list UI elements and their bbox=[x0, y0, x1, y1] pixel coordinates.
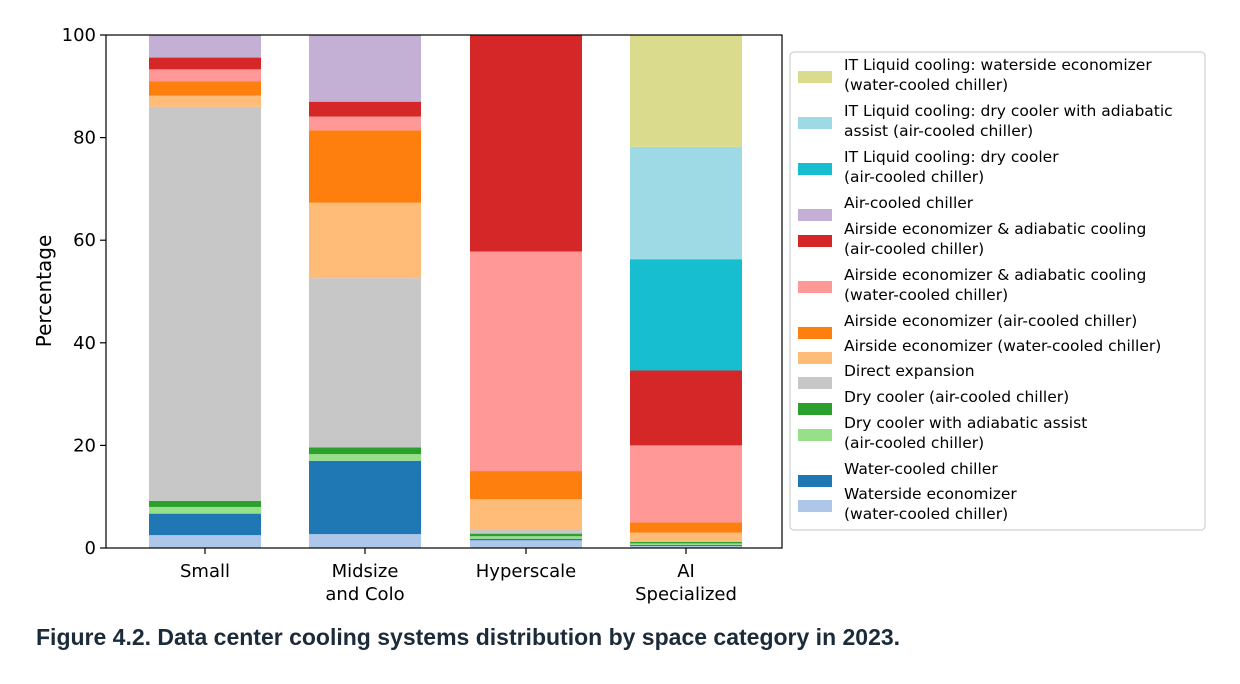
legend-label: Airside economizer (water-cooled chiller… bbox=[844, 337, 1161, 355]
bar-segment-2-8 bbox=[470, 35, 582, 252]
y-tick-label: 0 bbox=[85, 538, 96, 559]
bar-segment-1-7 bbox=[309, 116, 421, 131]
x-tick-label: Midsize and Colo bbox=[325, 561, 404, 605]
bar-segment-3-12 bbox=[630, 35, 742, 147]
legend: IT Liquid cooling: waterside economizer(… bbox=[789, 51, 1206, 531]
bar-segment-3-7 bbox=[630, 445, 742, 523]
legend-swatch bbox=[798, 403, 832, 415]
y-tick-label: 20 bbox=[73, 435, 96, 456]
bar-segment-0-0 bbox=[149, 535, 261, 548]
bar-segment-1-1 bbox=[309, 460, 421, 535]
bar-segment-0-1 bbox=[149, 513, 261, 536]
bar-segment-2-5 bbox=[470, 499, 582, 530]
bar-segment-3-1 bbox=[630, 544, 742, 546]
legend-label: Air-cooled chiller bbox=[844, 194, 974, 212]
legend-label: Water-cooled chiller bbox=[844, 460, 998, 478]
legend-swatch bbox=[798, 377, 832, 389]
bar-segment-3-5 bbox=[630, 532, 742, 542]
y-axis-title: Percentage bbox=[32, 235, 56, 348]
bar-segment-2-1 bbox=[470, 538, 582, 541]
bar-segment-0-2 bbox=[149, 506, 261, 514]
legend-swatch bbox=[798, 71, 832, 83]
bar-segment-0-7 bbox=[149, 69, 261, 82]
bar-segment-3-8 bbox=[630, 370, 742, 446]
legend-swatch bbox=[798, 281, 832, 293]
bar-segment-0-8 bbox=[149, 57, 261, 70]
legend-swatch bbox=[798, 235, 832, 247]
legend-label: IT Liquid cooling: waterside economizer(… bbox=[844, 56, 1152, 94]
bar-segment-1-0 bbox=[309, 534, 421, 548]
x-tick-label: Small bbox=[180, 561, 230, 582]
legend-swatch bbox=[798, 429, 832, 441]
legend-label: Waterside economizer (water-cooled chille… bbox=[844, 485, 1017, 523]
bar-segment-1-4 bbox=[309, 278, 421, 448]
y-tick-label: 80 bbox=[73, 128, 96, 149]
y-tick-label: 40 bbox=[73, 333, 96, 354]
bar-segment-0-5 bbox=[149, 95, 261, 107]
bars-layer bbox=[149, 35, 742, 548]
legend-label: IT Liquid cooling: dry cooler with adiab… bbox=[844, 102, 1173, 140]
bar-segment-1-9 bbox=[309, 35, 421, 102]
bar-segment-1-2 bbox=[309, 454, 421, 461]
y-tick-label: 60 bbox=[73, 230, 96, 251]
y-axis: 0 20 40 60 80 100 bbox=[62, 25, 106, 559]
x-tick-label: Hyperscale bbox=[476, 561, 576, 582]
bar-segment-3-2 bbox=[630, 543, 742, 545]
bar-segment-2-7 bbox=[470, 251, 582, 472]
legend-frame bbox=[789, 51, 1206, 531]
bar-segment-0-9 bbox=[149, 35, 261, 58]
legend-label: Dry cooler with adiabatic assist (air-coo… bbox=[844, 414, 1087, 452]
legend-swatch bbox=[798, 500, 832, 512]
y-tick-label: 100 bbox=[62, 25, 96, 46]
legend-label: Airside economizer & adiabatic cooling (w… bbox=[844, 266, 1146, 304]
bar-segment-2-6 bbox=[470, 471, 582, 500]
bar-segment-0-4 bbox=[149, 106, 261, 501]
bar-segment-0-3 bbox=[149, 500, 261, 507]
legend-swatch bbox=[798, 475, 832, 487]
bar-segment-1-3 bbox=[309, 447, 421, 455]
legend-swatch bbox=[798, 327, 832, 339]
bar-segment-3-0 bbox=[630, 545, 742, 548]
figure-caption: Figure 4.2. Data center cooling systems … bbox=[36, 624, 901, 650]
bar-segment-0-6 bbox=[149, 81, 261, 96]
bar-segment-1-5 bbox=[309, 202, 421, 279]
legend-swatch bbox=[798, 117, 832, 129]
bar-segment-2-4 bbox=[470, 529, 582, 534]
legend-label: Airside economizer (air-cooled chiller) bbox=[844, 312, 1137, 330]
bar-segment-1-8 bbox=[309, 101, 421, 117]
bar-segment-3-6 bbox=[630, 522, 742, 533]
bar-segment-2-0 bbox=[470, 540, 582, 548]
plot-area-frame bbox=[105, 34, 783, 549]
bar-segment-3-10 bbox=[630, 259, 742, 371]
x-axis: Small Midsize and Colo Hyperscale AI Speciali… bbox=[180, 548, 737, 605]
bar-segment-1-6 bbox=[309, 130, 421, 203]
bar-segment-2-3 bbox=[470, 533, 582, 537]
legend-label: Dry cooler (air-cooled chiller) bbox=[844, 388, 1069, 406]
legend-swatch bbox=[798, 209, 832, 221]
bar-segment-2-2 bbox=[470, 536, 582, 539]
legend-label: Airside economizer & adiabatic cooling (a… bbox=[844, 220, 1146, 258]
legend-swatch bbox=[798, 352, 832, 364]
bar-segment-3-11 bbox=[630, 146, 742, 260]
bar-segment-3-3 bbox=[630, 541, 742, 544]
legend-label: IT Liquid cooling: dry cooler (air-cooled… bbox=[844, 148, 1059, 186]
x-tick-label: AI Specialized bbox=[635, 561, 737, 605]
legend-swatch bbox=[798, 163, 832, 175]
legend-label: Direct expansion bbox=[844, 362, 975, 380]
